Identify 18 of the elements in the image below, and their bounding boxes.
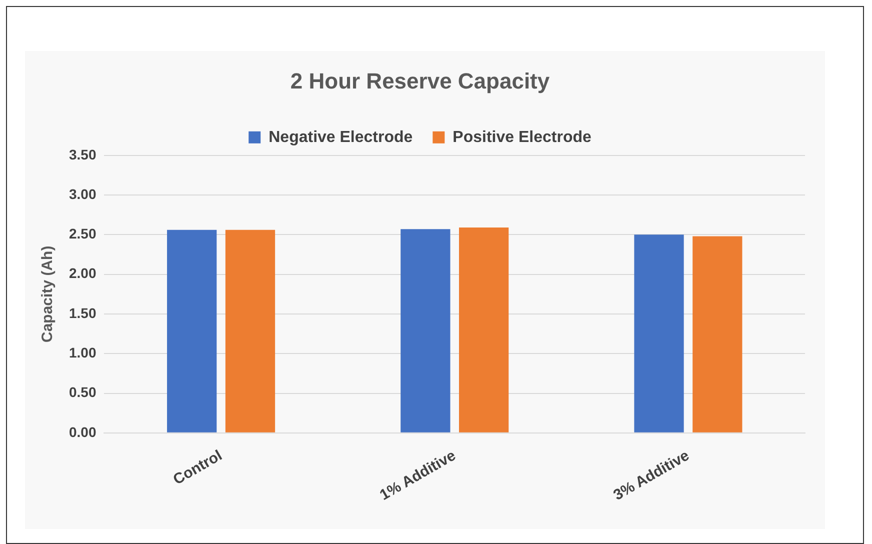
bar (634, 234, 684, 432)
chart-title: 2 Hour Reserve Capacity (290, 68, 550, 94)
bar (167, 230, 217, 432)
y-tick-label: 2.50 (69, 226, 96, 242)
y-tick-label: 1.00 (69, 344, 96, 360)
y-axis-title: Capacity (Ah) (39, 246, 56, 342)
y-tick-label: 2.00 (69, 265, 96, 282)
bar (225, 230, 276, 432)
bar (459, 228, 509, 432)
bar (400, 229, 450, 432)
y-tick-label: 0.00 (69, 424, 96, 440)
y-tick-label: 3.00 (69, 186, 96, 202)
legend-label: Positive Electrode (452, 128, 592, 146)
y-tick-label: 3.50 (69, 146, 96, 162)
y-tick-label: 1.50 (69, 304, 96, 321)
legend-label: Negative Electrode (268, 128, 413, 146)
y-tick-label: 0.50 (69, 384, 96, 400)
bar (692, 236, 742, 432)
